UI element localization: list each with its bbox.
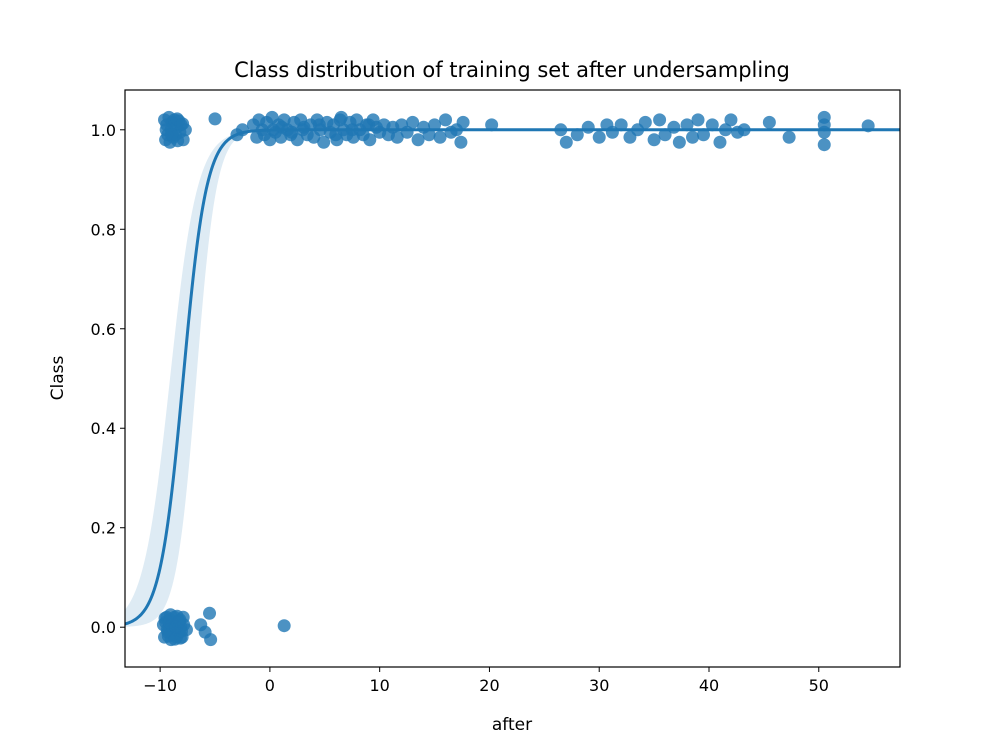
scatter-point [647, 133, 661, 147]
scatter-point [439, 113, 453, 127]
scatter-point [312, 118, 326, 132]
scatter-point [667, 120, 681, 134]
scatter-point [285, 125, 299, 139]
scatter-point [653, 113, 667, 127]
logistic-fit-line [125, 128, 900, 626]
y-tick-label: 0.0 [91, 618, 116, 637]
scatter-point [165, 128, 179, 142]
scatter-point [411, 133, 425, 147]
scatter-point [454, 135, 468, 149]
chart-title: Class distribution of training set after… [234, 58, 790, 82]
scatter-point [362, 118, 376, 132]
scatter-point [176, 133, 190, 147]
scatter-point [691, 113, 705, 127]
scatter-point [350, 113, 364, 127]
scatter-point [456, 115, 470, 129]
scatter-point [485, 118, 499, 132]
y-tick-label: 1.0 [91, 121, 116, 140]
scatter-point [390, 130, 404, 144]
scatter-point [422, 128, 436, 142]
scatter-point [762, 115, 776, 129]
y-tick-label: 0.8 [91, 220, 116, 239]
plot-area [125, 110, 900, 647]
fit-line-layer [125, 128, 900, 626]
x-tick-label: 0 [265, 676, 275, 695]
x-tick-label: 20 [479, 676, 499, 695]
scatter-point [658, 128, 672, 142]
scatter-point [614, 118, 628, 132]
scatter-point [179, 623, 193, 637]
scatter-point [817, 138, 831, 152]
scatter-point [329, 128, 343, 142]
x-tick-label: 10 [369, 676, 389, 695]
scatter-point [697, 128, 711, 142]
scatter-point [782, 130, 796, 144]
confidence-band-layer [125, 129, 900, 627]
y-tick-label: 0.6 [91, 320, 116, 339]
x-axis-label: after [492, 715, 532, 735]
scatter-point [559, 135, 573, 149]
scatter-point [672, 135, 686, 149]
scatter-point [428, 118, 442, 132]
scatter-point [334, 110, 348, 124]
scatter-point [581, 120, 595, 134]
scatter-point [406, 115, 420, 129]
scatter-points-layer [156, 110, 875, 647]
confidence-band [125, 129, 900, 627]
y-axis-label: Class [48, 355, 68, 400]
y-tick-label: 0.2 [91, 519, 116, 538]
x-tick-label: 50 [809, 676, 829, 695]
scatter-point [680, 118, 694, 132]
scatter-point [363, 133, 377, 147]
y-tick-label: 0.4 [91, 419, 116, 438]
scatter-point [705, 118, 719, 132]
scatter-point [433, 130, 447, 144]
plot-frame [124, 89, 901, 668]
scatter-point [277, 619, 291, 633]
scatter-point [686, 130, 700, 144]
scatter-point [317, 135, 331, 149]
x-tick-label: 30 [589, 676, 609, 695]
scatter-point [592, 130, 606, 144]
scatter-point [570, 128, 584, 142]
scatter-point [724, 113, 738, 127]
scatter-point [208, 112, 222, 126]
y-axis-ticks: 0.0 0.2 0.4 0.6 0.8 1.0 [91, 121, 125, 637]
x-axis-ticks: −10 0 10 20 30 40 50 [143, 667, 829, 695]
scatter-point [713, 135, 727, 149]
scatter-point [204, 633, 218, 647]
x-tick-label: 40 [699, 676, 719, 695]
scatter-point [203, 606, 217, 620]
scatter-point [638, 115, 652, 129]
x-tick-label: −10 [143, 676, 177, 695]
scatter-point [176, 117, 190, 131]
scatter-point [817, 125, 831, 139]
